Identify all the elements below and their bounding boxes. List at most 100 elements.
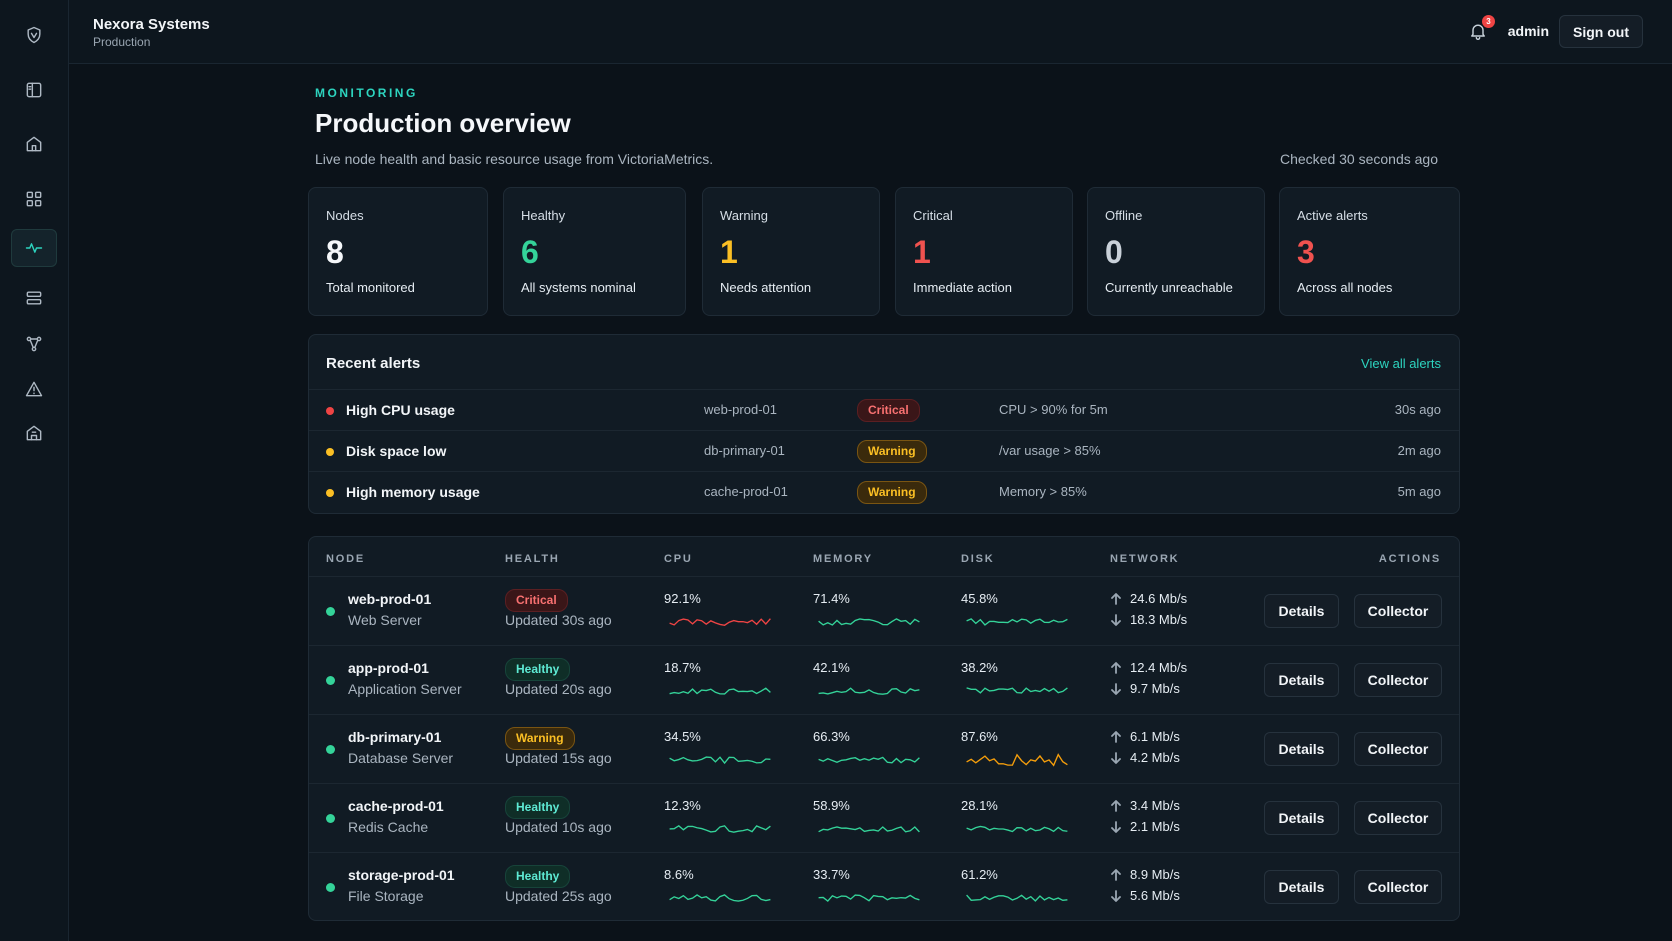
cpu-sparkline xyxy=(669,687,771,695)
stat-card-critical: Critical 1 Immediate action xyxy=(895,187,1073,316)
activity-icon[interactable] xyxy=(11,229,57,267)
stat-label: Offline xyxy=(1105,208,1143,223)
node-updated: Updated 25s ago xyxy=(505,888,612,904)
column-header-disk: DISK xyxy=(961,553,995,565)
details-button[interactable]: Details xyxy=(1264,732,1339,766)
environment-label: Production xyxy=(93,35,151,49)
node-name[interactable]: web-prod-01 xyxy=(348,591,432,607)
building-icon[interactable] xyxy=(11,414,57,452)
network-up: 24.6 Mb/s xyxy=(1110,591,1187,606)
table-row[interactable]: cache-prod-01 Redis Cache Healthy Update… xyxy=(309,783,1459,852)
health-badge: Warning xyxy=(505,727,575,750)
node-role: File Storage xyxy=(348,888,424,904)
cpu-value: 34.5% xyxy=(664,729,701,744)
topology-icon[interactable] xyxy=(11,325,57,363)
cpu-sparkline xyxy=(669,756,771,765)
column-header-network: NETWORK xyxy=(1110,553,1180,565)
disk-value: 38.2% xyxy=(961,660,998,675)
network-up: 3.4 Mb/s xyxy=(1110,798,1180,813)
arrow-up-icon xyxy=(1110,730,1122,743)
warning-icon[interactable] xyxy=(11,370,57,408)
stat-card-offline: Offline 0 Currently unreachable xyxy=(1087,187,1265,316)
notifications-bell-icon[interactable]: 3 xyxy=(1468,15,1495,43)
collector-button[interactable]: Collector xyxy=(1354,594,1442,628)
table-row[interactable]: app-prod-01 Application Server Healthy U… xyxy=(309,645,1459,714)
cpu-value: 8.6% xyxy=(664,867,694,882)
stat-label: Nodes xyxy=(326,208,364,223)
network-up-value: 3.4 Mb/s xyxy=(1130,798,1180,813)
network-up: 12.4 Mb/s xyxy=(1110,660,1187,675)
disk-value: 45.8% xyxy=(961,591,998,606)
node-updated: Updated 15s ago xyxy=(505,750,612,766)
table-row[interactable]: db-primary-01 Database Server Warning Up… xyxy=(309,714,1459,783)
alert-condition: CPU > 90% for 5m xyxy=(999,402,1108,417)
sign-out-button[interactable]: Sign out xyxy=(1559,15,1643,48)
stat-label: Healthy xyxy=(521,208,566,223)
user-menu[interactable]: admin xyxy=(1507,23,1549,39)
alert-node: db-primary-01 xyxy=(704,443,785,458)
details-button[interactable]: Details xyxy=(1264,801,1339,835)
node-name[interactable]: db-primary-01 xyxy=(348,729,442,745)
table-row[interactable]: web-prod-01 Web Server Critical Updated … xyxy=(309,576,1459,645)
stat-label: Critical xyxy=(913,208,953,223)
health-badge: Critical xyxy=(505,589,568,612)
column-header-cpu: CPU xyxy=(664,553,693,565)
alert-row[interactable]: Disk space low db-primary-01 Warning /va… xyxy=(309,430,1459,470)
node-name[interactable]: app-prod-01 xyxy=(348,660,429,676)
network-up-value: 12.4 Mb/s xyxy=(1130,660,1188,675)
panel-icon[interactable] xyxy=(11,71,57,109)
health-badge: Healthy xyxy=(505,865,571,888)
network-down: 2.1 Mb/s xyxy=(1110,819,1180,834)
node-role: Redis Cache xyxy=(348,819,429,835)
stat-desc: Needs attention xyxy=(720,280,812,295)
collector-button[interactable]: Collector xyxy=(1354,801,1442,835)
memory-value: 42.1% xyxy=(813,660,850,675)
stat-card-active-alerts: Active alerts 3 Across all nodes xyxy=(1279,187,1460,316)
server-icon[interactable] xyxy=(11,279,57,317)
table-row[interactable]: storage-prod-01 File Storage Healthy Upd… xyxy=(309,852,1459,921)
alert-row[interactable]: High memory usage cache-prod-01 Warning … xyxy=(309,471,1459,511)
node-name[interactable]: cache-prod-01 xyxy=(348,798,444,814)
node-updated: Updated 10s ago xyxy=(505,819,612,835)
disk-sparkline xyxy=(966,825,1068,833)
alert-name: High CPU usage xyxy=(346,402,455,418)
collector-button[interactable]: Collector xyxy=(1354,732,1442,766)
node-name[interactable]: storage-prod-01 xyxy=(348,867,455,883)
details-button[interactable]: Details xyxy=(1264,663,1339,697)
column-header-health: HEALTH xyxy=(505,553,560,565)
column-header-actions: ACTIONS xyxy=(1378,553,1441,565)
network-up: 8.9 Mb/s xyxy=(1110,867,1180,882)
shield-icon[interactable] xyxy=(11,16,57,54)
health-badge: Healthy xyxy=(505,796,571,819)
cpu-value: 18.7% xyxy=(664,660,701,675)
disk-value: 61.2% xyxy=(961,867,998,882)
alert-severity-dot xyxy=(326,407,334,415)
arrow-down-icon xyxy=(1110,682,1122,695)
grid-icon[interactable] xyxy=(11,180,57,218)
stat-value: 0 xyxy=(1105,234,1123,270)
arrow-down-icon xyxy=(1110,889,1122,902)
view-all-alerts-link[interactable]: View all alerts xyxy=(1361,356,1441,371)
network-down-value: 4.2 Mb/s xyxy=(1130,750,1180,765)
collector-button[interactable]: Collector xyxy=(1354,663,1442,697)
alert-row[interactable]: High CPU usage web-prod-01 Critical CPU … xyxy=(309,389,1459,429)
home-icon[interactable] xyxy=(11,125,57,163)
topbar: Nexora Systems Production 3 admin Sign o… xyxy=(69,0,1672,64)
health-badge: Healthy xyxy=(505,658,571,681)
stat-value: 1 xyxy=(720,234,738,270)
notification-count-badge: 3 xyxy=(1482,15,1495,28)
disk-value: 28.1% xyxy=(961,798,998,813)
cpu-value: 12.3% xyxy=(664,798,701,813)
details-button[interactable]: Details xyxy=(1264,594,1339,628)
alert-time: 2m ago xyxy=(1397,443,1441,458)
disk-sparkline xyxy=(966,618,1068,626)
details-button[interactable]: Details xyxy=(1264,870,1339,904)
cpu-sparkline xyxy=(669,825,771,833)
collector-button[interactable]: Collector xyxy=(1354,870,1442,904)
disk-sparkline xyxy=(966,687,1068,694)
network-up: 6.1 Mb/s xyxy=(1110,729,1180,744)
stat-value: 8 xyxy=(326,234,344,270)
sidebar xyxy=(0,0,69,941)
alert-condition: /var usage > 85% xyxy=(999,443,1101,458)
section-eyebrow: MONITORING xyxy=(315,86,418,100)
